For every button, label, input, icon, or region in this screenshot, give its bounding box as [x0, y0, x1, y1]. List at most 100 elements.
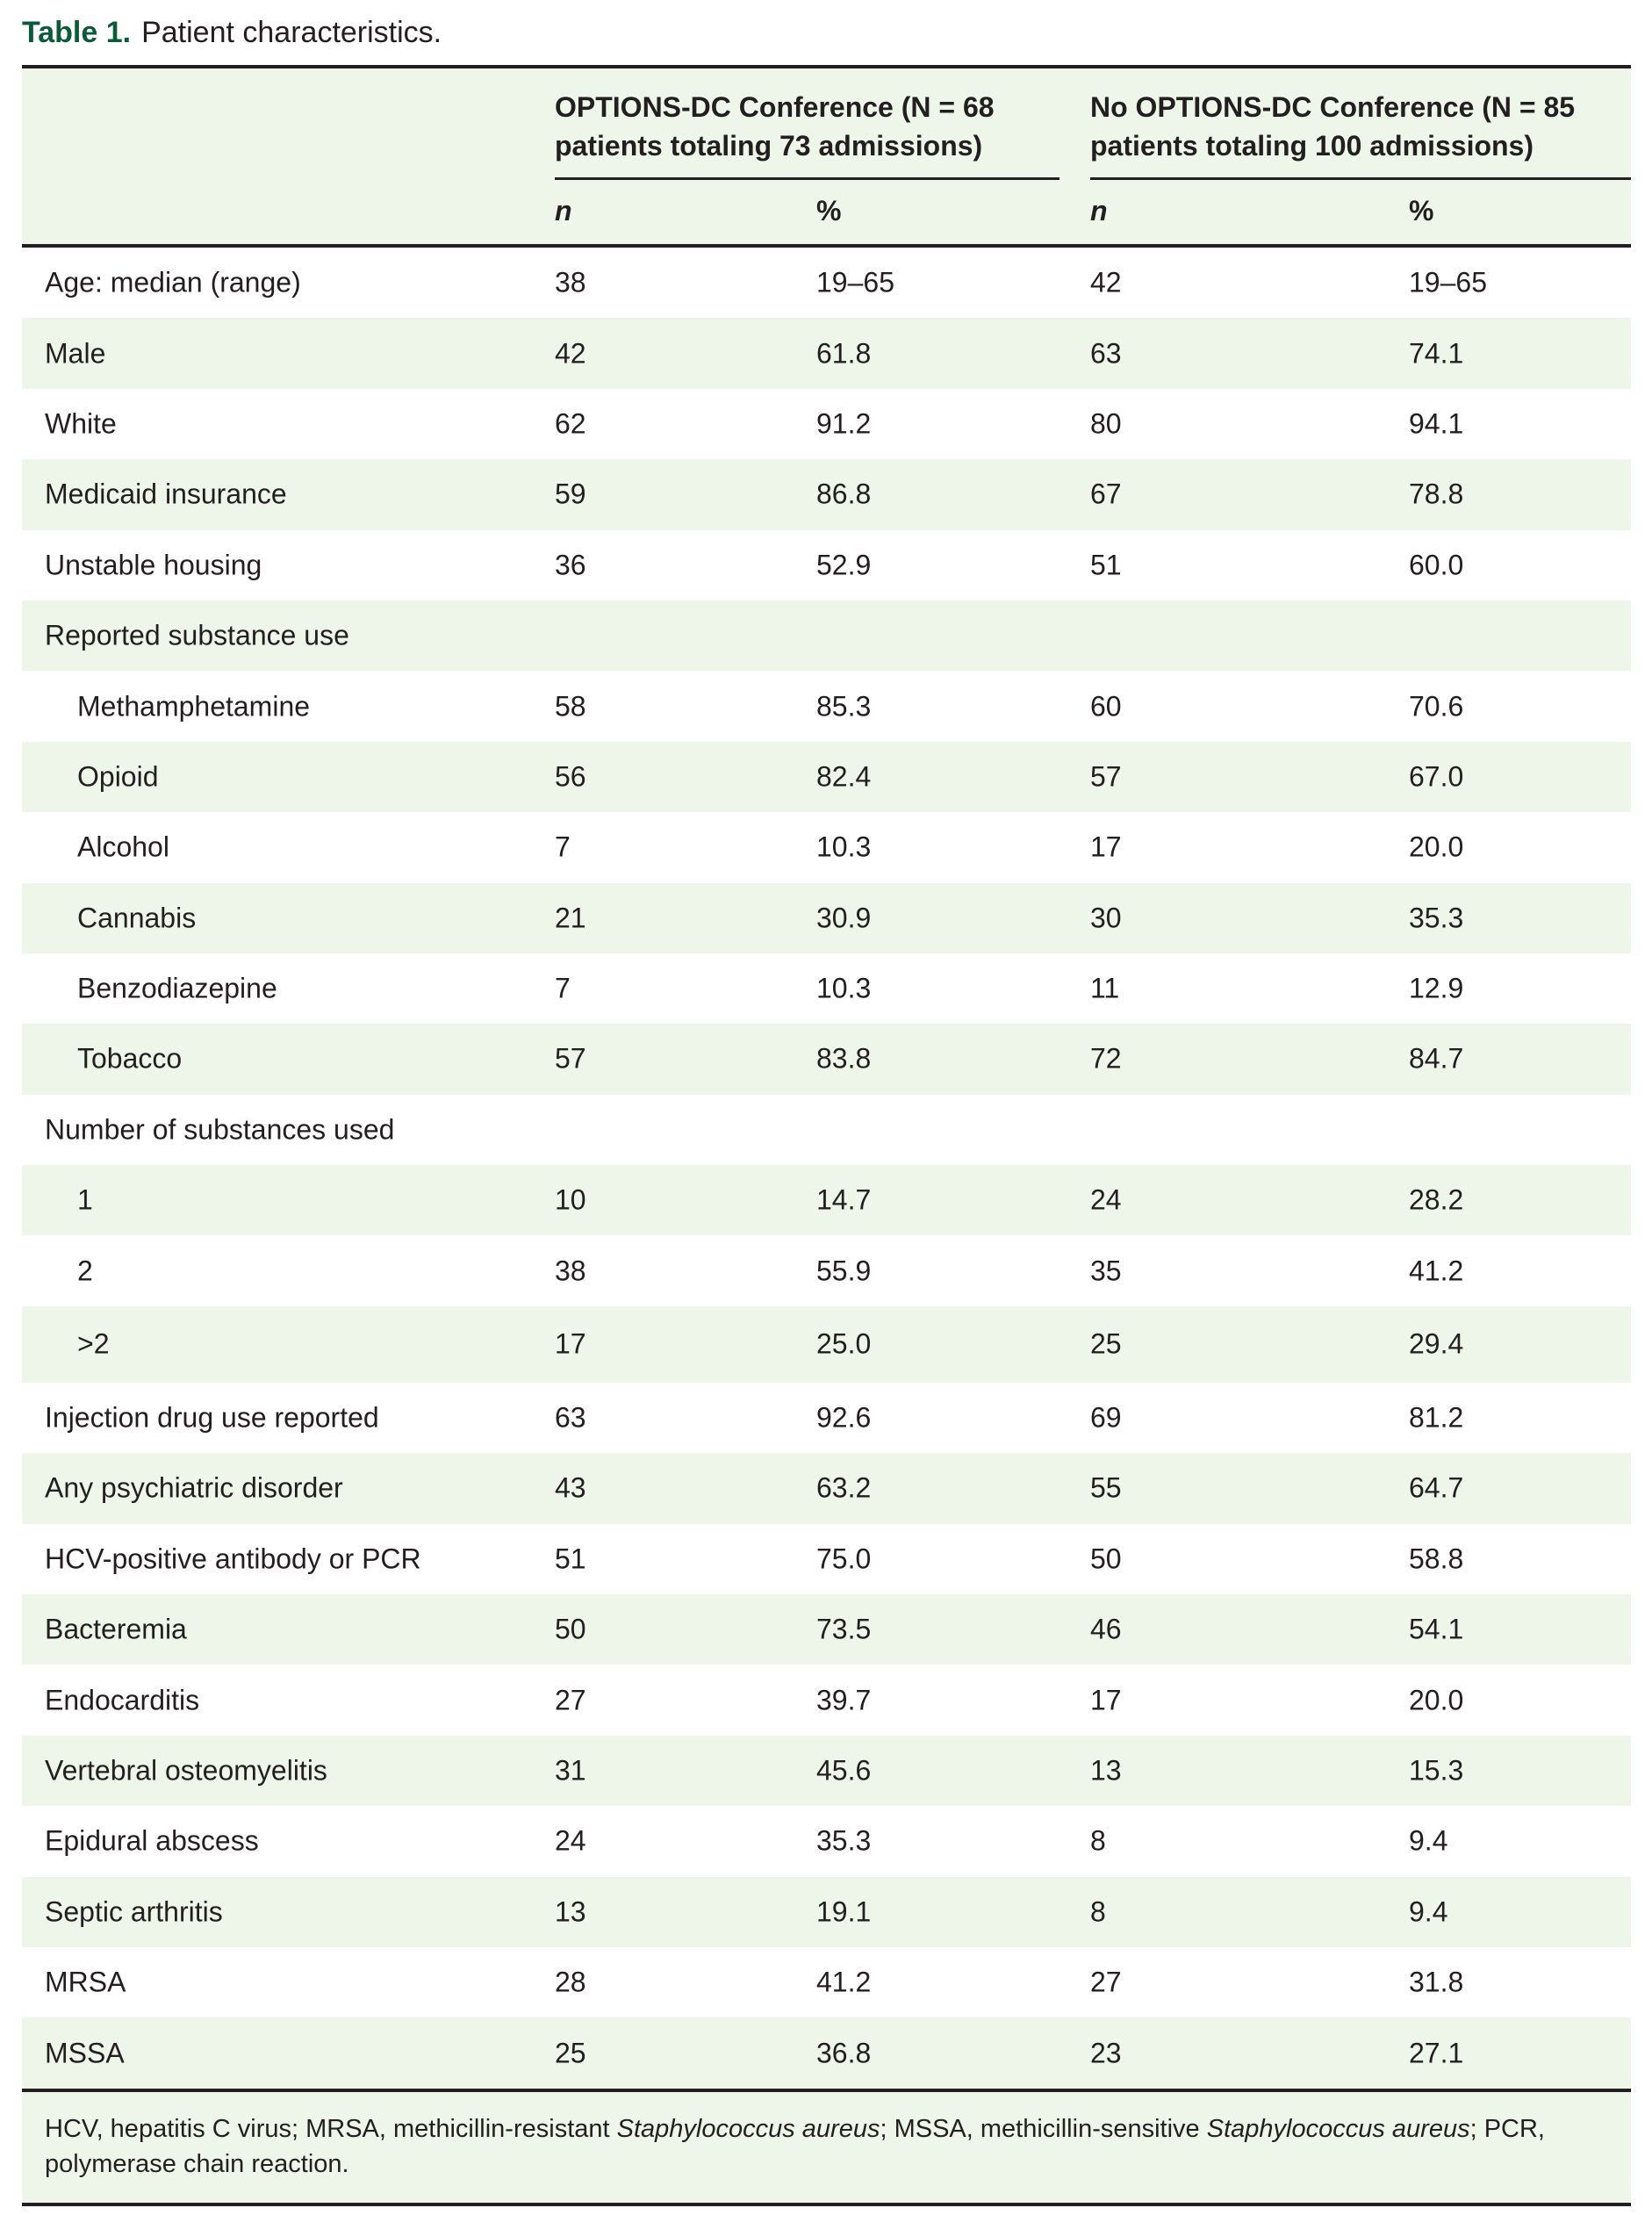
conference-pct: 91.2: [816, 407, 872, 440]
header-group-no-conference: No OPTIONS-DC Conference (N = 85 patient…: [1090, 91, 1576, 162]
no-conference-n: 27: [1090, 1966, 1122, 1998]
no-conference-n: 35: [1090, 1255, 1122, 1287]
row-label: Tobacco: [77, 1042, 183, 1075]
no-conference-pct: 67.0: [1409, 760, 1464, 793]
no-conference-pct: 78.8: [1409, 478, 1464, 510]
no-conference-n: 42: [1090, 266, 1122, 298]
row-label: 1: [77, 1183, 93, 1216]
row-label: Any psychiatric disorder: [45, 1471, 343, 1504]
conference-n: 56: [555, 760, 586, 793]
conference-n: 38: [555, 1255, 586, 1287]
conference-pct: 92.6: [816, 1401, 872, 1434]
no-conference-n: 50: [1090, 1543, 1122, 1575]
conference-pct: 63.2: [816, 1471, 872, 1504]
table-row: HCV-positive antibody or PCR 51 75.0 50 58.8: [22, 1524, 1631, 1594]
conference-n: 10: [555, 1183, 586, 1216]
no-conference-n: 57: [1090, 760, 1122, 793]
row-label: Cannabis: [77, 902, 197, 934]
footnote-italic: Staphylococcus aureus: [616, 2114, 880, 2143]
table-row: Injection drug use reported 63 92.6 69 81.2: [22, 1383, 1631, 1453]
table-row: 1 10 14.7 24 28.2: [22, 1165, 1631, 1236]
row-label: Medicaid insurance: [45, 478, 287, 510]
row-label: Male: [45, 337, 106, 370]
no-conference-n: 72: [1090, 1042, 1122, 1075]
table-row: Alcohol 7 10.3 17 20.0: [22, 812, 1631, 882]
no-conference-pct: 64.7: [1409, 1471, 1464, 1504]
row-label: MSSA: [45, 2037, 125, 2069]
table-row: Vertebral osteomyelitis 31 45.6 13 15.3: [22, 1735, 1631, 1807]
patient-characteristics-table: OPTIONS-DC Conference (N = 68 patients t…: [22, 65, 1631, 2206]
conference-n: 7: [555, 972, 571, 1004]
conference-n: 59: [555, 478, 586, 510]
no-conference-pct: 20.0: [1409, 1684, 1464, 1716]
table-header: OPTIONS-DC Conference (N = 68 patients t…: [22, 68, 1631, 248]
header-pct: %: [1409, 195, 1434, 227]
no-conference-n: 69: [1090, 1401, 1122, 1434]
row-label: Age: median (range): [45, 266, 301, 298]
conference-pct: 83.8: [816, 1042, 872, 1075]
table-row: >2 17 25.0 25 29.4: [22, 1305, 1631, 1383]
no-conference-n: 55: [1090, 1471, 1122, 1504]
no-conference-n: 17: [1090, 1684, 1122, 1716]
table-label: Table 1.: [22, 16, 132, 49]
no-conference-pct: 94.1: [1409, 407, 1464, 440]
conference-n: 63: [555, 1401, 586, 1434]
row-label: Reported substance use: [45, 619, 349, 651]
no-conference-n: 30: [1090, 902, 1122, 934]
no-conference-pct: 31.8: [1409, 1966, 1464, 1998]
conference-pct: 10.3: [816, 831, 872, 863]
conference-pct: 85.3: [816, 690, 872, 723]
row-label: MRSA: [45, 1966, 126, 1998]
no-conference-n: 46: [1090, 1613, 1122, 1645]
conference-pct: 52.9: [816, 549, 872, 581]
footnote-italic: Staphylococcus aureus: [1206, 2114, 1470, 2143]
row-label: >2: [77, 1327, 110, 1360]
table-row: 2 38 55.9 35 41.2: [22, 1235, 1631, 1305]
header-n: n: [555, 195, 572, 227]
header-group-conference: OPTIONS-DC Conference (N = 68 patients t…: [555, 91, 995, 162]
conference-n: 51: [555, 1543, 586, 1575]
table-row: Methamphetamine 58 85.3 60 70.6: [22, 671, 1631, 741]
conference-pct: 39.7: [816, 1684, 872, 1716]
table-row: Unstable housing 36 52.9 51 60.0: [22, 530, 1631, 600]
no-conference-n: 63: [1090, 337, 1122, 370]
no-conference-pct: 9.4: [1409, 1824, 1448, 1857]
no-conference-n: 60: [1090, 690, 1122, 723]
no-conference-pct: 20.0: [1409, 831, 1464, 863]
table-row: Reported substance use: [22, 600, 1631, 672]
row-label: 2: [77, 1255, 93, 1287]
no-conference-n: 23: [1090, 2037, 1122, 2069]
no-conference-n: 25: [1090, 1327, 1122, 1360]
conference-n: 7: [555, 831, 571, 863]
no-conference-n: 24: [1090, 1183, 1122, 1216]
conference-n: 62: [555, 407, 586, 440]
table-row: Bacteremia 50 73.5 46 54.1: [22, 1594, 1631, 1665]
no-conference-n: 17: [1090, 831, 1122, 863]
conference-pct: 35.3: [816, 1824, 872, 1857]
table-row: Any psychiatric disorder 43 63.2 55 64.7: [22, 1453, 1631, 1524]
table-row: Epidural abscess 24 35.3 8 9.4: [22, 1806, 1631, 1876]
no-conference-n: 13: [1090, 1754, 1122, 1787]
table-body: Age: median (range) 38 19–65 42 19–65 Male 42 6…: [22, 248, 1631, 2089]
conference-pct: 10.3: [816, 972, 872, 1004]
conference-n: 31: [555, 1754, 586, 1787]
table-row: Age: median (range) 38 19–65 42 19–65: [22, 248, 1631, 318]
row-label: Number of substances used: [45, 1113, 395, 1146]
table-row: Male 42 61.8 63 74.1: [22, 318, 1631, 389]
table-row: Number of substances used: [22, 1095, 1631, 1165]
header-pct: %: [816, 195, 842, 227]
table-row: Endocarditis 27 39.7 17 20.0: [22, 1665, 1631, 1735]
conference-n: 36: [555, 549, 586, 581]
group-rule: [555, 177, 1059, 180]
conference-n: 57: [555, 1042, 586, 1075]
table-row: MRSA 28 41.2 27 31.8: [22, 1947, 1631, 2017]
no-conference-n: 8: [1090, 1895, 1106, 1928]
conference-n: 27: [555, 1684, 586, 1716]
conference-pct: 14.7: [816, 1183, 872, 1216]
table-row: MSSA 25 36.8 23 27.1: [22, 2017, 1631, 2089]
footnote-text: HCV, hepatitis C virus; MRSA, methicilli…: [45, 2114, 617, 2143]
row-label: Bacteremia: [45, 1613, 187, 1645]
table-title: Table 1. Patient characteristics.: [22, 16, 442, 50]
no-conference-pct: 74.1: [1409, 337, 1464, 370]
no-conference-pct: 29.4: [1409, 1327, 1464, 1360]
